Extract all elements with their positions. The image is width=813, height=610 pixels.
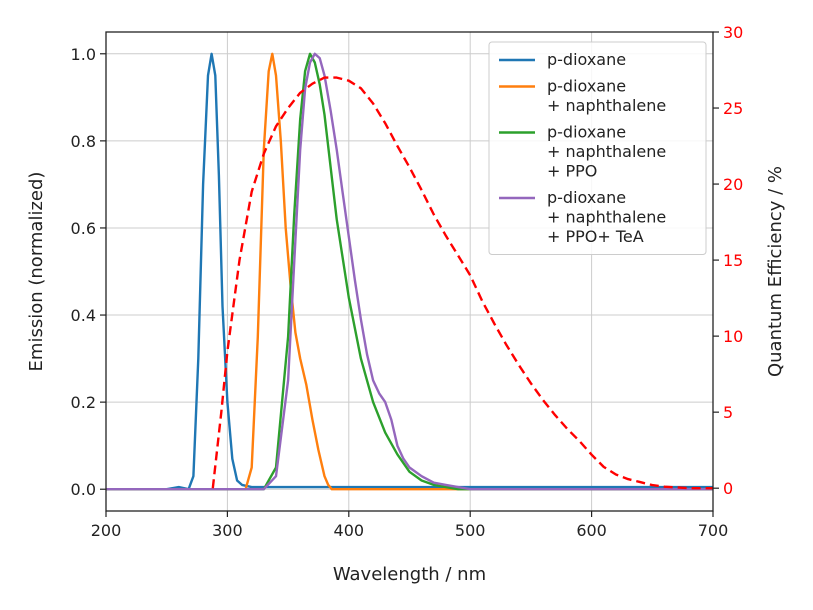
- legend-label: p-dioxane: [547, 77, 626, 96]
- legend-label: + naphthalene: [547, 142, 666, 161]
- y-tick-label: 0.6: [71, 219, 96, 238]
- series-line-5: [211, 76, 713, 490]
- y-tick-label: 0.4: [71, 306, 96, 325]
- y-tick-label: 0.0: [71, 480, 96, 499]
- x-tick-label: 700: [698, 521, 729, 540]
- x-tick-label: 500: [455, 521, 486, 540]
- y2-tick-label: 30: [723, 23, 743, 42]
- series-line-3: [106, 52, 713, 491]
- y2-axis-title: Quantum Efficiency / %: [765, 166, 786, 377]
- y-tick-label: 0.2: [71, 393, 96, 412]
- y2-tick-label: 25: [723, 99, 743, 118]
- series-lines: [106, 52, 713, 491]
- plot-frame: [105, 31, 714, 512]
- legend-label: + PPO: [547, 162, 597, 181]
- legend-label: + PPO+ TeA: [547, 227, 644, 246]
- x-tick-label: 200: [91, 521, 122, 540]
- legend-label: p-dioxane: [547, 123, 626, 142]
- y2-tick-label: 15: [723, 251, 743, 270]
- x-axis-title: Wavelength / nm: [333, 564, 486, 585]
- legend-box: [488, 41, 707, 255]
- legend-label: + naphthalene: [547, 208, 666, 227]
- legend-label: p-dioxane: [547, 188, 626, 207]
- legend-label: + naphthalene: [547, 96, 666, 115]
- series-line-4: [106, 52, 713, 491]
- x-tick-label: 400: [334, 521, 365, 540]
- axis-ticks: 200 300 400 500 600 700 0.0 0.2 0.4 0.6 0.8 1.0 0 5 10…: [71, 23, 744, 540]
- legend-label: p-dioxane: [547, 50, 626, 69]
- y-tick-label: 1.0: [71, 45, 96, 64]
- y2-tick-label: 20: [723, 175, 743, 194]
- x-tick-label: 600: [576, 521, 607, 540]
- y-tick-label: 0.8: [71, 132, 96, 151]
- series-line-1: [106, 52, 713, 491]
- y-axis-title: Emission (normalized): [26, 172, 47, 372]
- y2-tick-label: 10: [723, 327, 743, 346]
- x-tick-label: 300: [212, 521, 243, 540]
- y2-tick-label: 0: [723, 479, 733, 498]
- y2-tick-label: 5: [723, 403, 733, 422]
